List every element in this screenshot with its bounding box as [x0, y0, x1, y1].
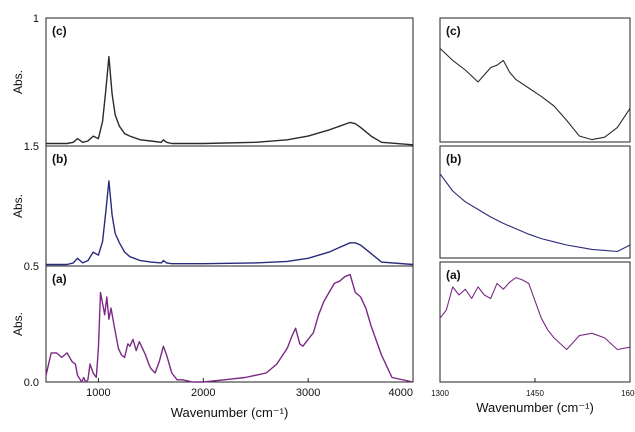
spectrum-line-1-1 — [439, 173, 631, 253]
y-tick-label-2-1: 0.0 — [24, 377, 39, 389]
y-tick-label-1-0: 1.5 — [24, 141, 39, 153]
y-axis-label-2: Abs. — [11, 312, 25, 336]
spectrum-line-0-1 — [46, 180, 414, 266]
x-tick-label-0-2: 3000 — [296, 387, 320, 399]
x-tick-label-1-1: 1450 — [526, 389, 544, 398]
x-tick-label-1-2: 1600 — [621, 389, 635, 398]
panel-frame-1-1 — [439, 145, 631, 259]
panel-frame-1-2 — [439, 261, 631, 383]
panel-label-0-1: (b) — [52, 152, 67, 166]
panel-frame-1-0 — [439, 17, 631, 143]
y-tick-label-0-0: 1 — [33, 13, 39, 25]
x-tick-label-1-0: 1300 — [431, 389, 449, 398]
spectrum-line-0-0 — [46, 56, 414, 146]
spectrum-line-0-2 — [45, 273, 414, 383]
y-axis-label-0: Abs. — [11, 70, 25, 94]
panel-label-1-2: (a) — [446, 268, 461, 282]
x-axis-label-1: Wavenumber (cm⁻¹) — [476, 400, 594, 415]
x-tick-label-0-3: 4000 — [389, 387, 413, 399]
x-tick-label-0-0: 1000 — [86, 387, 110, 399]
spectrum-line-1-2 — [439, 277, 631, 351]
x-tick-label-0-1: 2000 — [191, 387, 215, 399]
panel-label-0-2: (a) — [52, 272, 67, 286]
y-tick-label-2-0: 0.5 — [24, 261, 39, 273]
spectrum-line-1-0 — [439, 48, 631, 141]
y-axis-label-1: Abs. — [11, 194, 25, 218]
x-axis-label-0: Wavenumber (cm⁻¹) — [171, 405, 289, 420]
panel-label-1-1: (b) — [446, 152, 461, 166]
panel-frame-0-2 — [45, 265, 414, 383]
panel-label-1-0: (c) — [446, 24, 461, 38]
panel-label-0-0: (c) — [52, 24, 67, 38]
